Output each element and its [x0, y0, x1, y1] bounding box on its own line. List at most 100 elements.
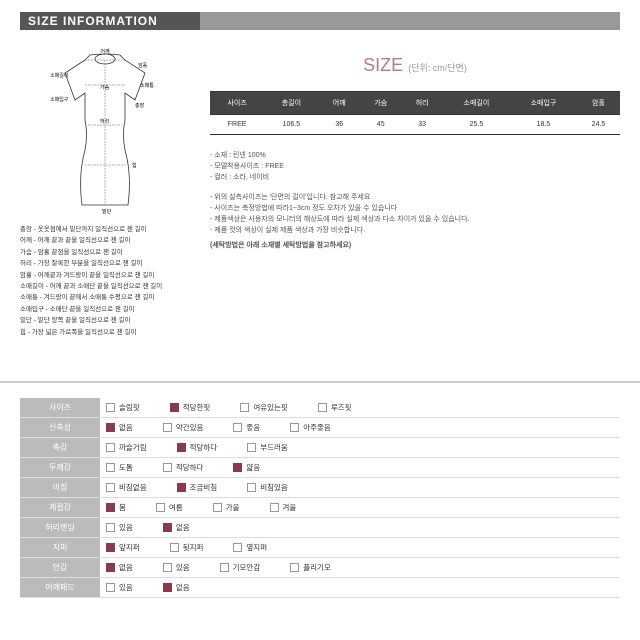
attr-option: 부드러움	[247, 442, 288, 453]
checkbox-icon	[106, 403, 115, 412]
checkbox-icon	[270, 503, 279, 512]
checkbox-icon	[163, 463, 172, 472]
svg-text:소매길이: 소매길이	[50, 72, 68, 79]
attr-option: 없음	[106, 422, 133, 433]
size-col-header: 허리	[401, 92, 442, 115]
checkbox-icon	[170, 403, 179, 412]
size-col-header: 사이즈	[210, 92, 264, 115]
size-unit: (단위: cm/단면)	[408, 63, 467, 73]
attr-option: 여유있는핏	[240, 402, 288, 413]
attr-option: 봄	[106, 502, 126, 513]
size-col-header: 어깨	[319, 92, 360, 115]
checkbox-icon	[106, 463, 115, 472]
attr-option: 뒷지퍼	[170, 542, 204, 553]
attr-label: 사이즈	[20, 398, 100, 418]
size-title: SIZE (단위: cm/단면)	[210, 55, 620, 76]
checkbox-icon	[106, 583, 115, 592]
attr-row: 안감없음있음기모안감플리기모	[20, 557, 620, 577]
checkbox-icon	[163, 423, 172, 432]
attr-option: 플리기모	[290, 562, 331, 573]
checkbox-icon	[213, 503, 222, 512]
checkbox-icon	[106, 423, 115, 432]
checkbox-icon	[233, 543, 242, 552]
attr-option: 가을	[213, 502, 240, 513]
attr-row: 두께감도톰적당하다얇음.	[20, 457, 620, 477]
section-divider	[0, 381, 640, 383]
measurement-descriptions: 총장 - 옷옷점에서 밑단까지 일직선으로 잰 길이어깨 - 어깨 끝과 끝을 …	[20, 225, 190, 338]
size-table: 사이즈총길이어깨가슴허리소매길이소매입구암홀 FREE106.536453325…	[210, 91, 620, 135]
checkbox-icon	[177, 443, 186, 452]
svg-text:소매통: 소매통	[140, 82, 154, 89]
size-col-header: 암홀	[577, 92, 620, 115]
attr-option: 없음	[163, 582, 190, 593]
measure-desc-item: 암홀 - 어깨끝과 겨드랑이 끝을 일직선으로 잰 길이	[20, 271, 190, 281]
dress-diagram: 어깨 암홀 소매길이 소매통 소매입구 가슴 총장 허리 힙 밑단	[40, 45, 170, 215]
checkbox-icon	[240, 403, 249, 412]
attr-option: 있음	[106, 522, 133, 533]
measure-desc-item: 허리 - 가장 잘록한 부분을 일직선으로 잰 길이	[20, 259, 190, 269]
size-title-text: SIZE	[363, 55, 403, 75]
attr-row: 사이즈 슬림핏 적당한핏 여유있는핏 루즈핏	[20, 398, 620, 418]
measure-desc-item: 소매입구 - 소매단 끝을 일직선으로 잰 길이	[20, 305, 190, 315]
attr-option: 도톰	[106, 462, 133, 473]
svg-text:암홀: 암홀	[138, 62, 148, 69]
checkbox-icon	[290, 563, 299, 572]
attr-label: 안감	[20, 557, 100, 577]
header-text: SIZE INFORMATION	[28, 14, 158, 28]
attr-option: 적당하다	[177, 442, 218, 453]
attr-option: 없음	[106, 562, 133, 573]
measure-desc-item: 힙 - 가장 넓은 가로폭을 일직선으로 잰 길이	[20, 328, 190, 338]
attribute-table: 사이즈슬림핏적당한핏여유있는핏루즈핏신축성없음약간있음좋음아주좋음촉감까슬거림적…	[20, 398, 620, 598]
attr-option: 약간있음	[163, 422, 204, 433]
attr-label: 어깨패드	[20, 577, 100, 597]
attr-option: 겨울	[270, 502, 297, 513]
checkbox-icon	[220, 563, 229, 572]
attr-row: 촉감까슬거림적당하다부드러움.	[20, 437, 620, 457]
checkbox-icon	[106, 443, 115, 452]
size-info-header: SIZE INFORMATION	[20, 12, 620, 30]
checkbox-icon	[106, 523, 115, 532]
top-section: 어깨 암홀 소매길이 소매통 소매입구 가슴 총장 허리 힙 밑단 총장 - 옷…	[20, 45, 620, 339]
attr-option: 옆지퍼	[233, 542, 267, 553]
checkbox-icon	[233, 423, 242, 432]
attr-option: 루즈핏	[318, 402, 352, 413]
attr-option: 적당한핏	[170, 402, 211, 413]
svg-text:어깨: 어깨	[100, 48, 110, 55]
size-row: FREE106.536453325.518.524.5	[210, 115, 620, 135]
measure-desc-item: 밑단 - 밑단 양쪽 끝을 일직선으로 잰 길이	[20, 316, 190, 326]
checkbox-icon	[163, 563, 172, 572]
checkbox-icon	[177, 483, 186, 492]
attr-label: 지퍼	[20, 537, 100, 557]
wash-note: (세탁방법은 아래 소재별 세탁방법을 참고하세요)	[210, 240, 620, 251]
attr-row: 허리밴딩있음없음..	[20, 517, 620, 537]
attr-row: 신축성없음약간있음좋음아주좋음	[20, 417, 620, 437]
attr-row: 계절감봄여름가을겨울	[20, 497, 620, 517]
checkbox-icon	[170, 543, 179, 552]
checkbox-icon	[163, 523, 172, 532]
checkbox-icon	[106, 563, 115, 572]
attr-option: 아주좋음	[290, 422, 331, 433]
material-notes: - 소재 : 린넨 100%- 모델착용사이즈 : FREE- 컬러 : 소라,…	[210, 150, 620, 184]
checkbox-icon	[247, 443, 256, 452]
checkbox-icon	[163, 583, 172, 592]
attr-option: 있음	[106, 582, 133, 593]
checkbox-icon	[106, 543, 115, 552]
attr-option: 앞지퍼	[106, 542, 140, 553]
checkbox-icon	[318, 403, 327, 412]
measure-desc-item: 가슴 - 암홀 끝점을 일직선으로 잰 길이	[20, 248, 190, 258]
attr-option: 비침없음	[106, 482, 147, 493]
attr-option: 비침있음	[247, 482, 288, 493]
checkbox-icon	[233, 463, 242, 472]
attr-option: 까슬거림	[106, 442, 147, 453]
svg-text:허리: 허리	[100, 118, 109, 125]
size-col-header: 소매길이	[443, 92, 510, 115]
attr-label: 촉감	[20, 437, 100, 457]
attr-label: 허리밴딩	[20, 517, 100, 537]
attr-option: 슬림핏	[106, 402, 140, 413]
svg-text:총장: 총장	[135, 102, 145, 109]
attr-option: 좋음	[233, 422, 260, 433]
checkbox-icon	[156, 503, 165, 512]
attr-option: 적당하다	[163, 462, 204, 473]
checkbox-icon	[247, 483, 256, 492]
size-col-header: 소매입구	[510, 92, 577, 115]
